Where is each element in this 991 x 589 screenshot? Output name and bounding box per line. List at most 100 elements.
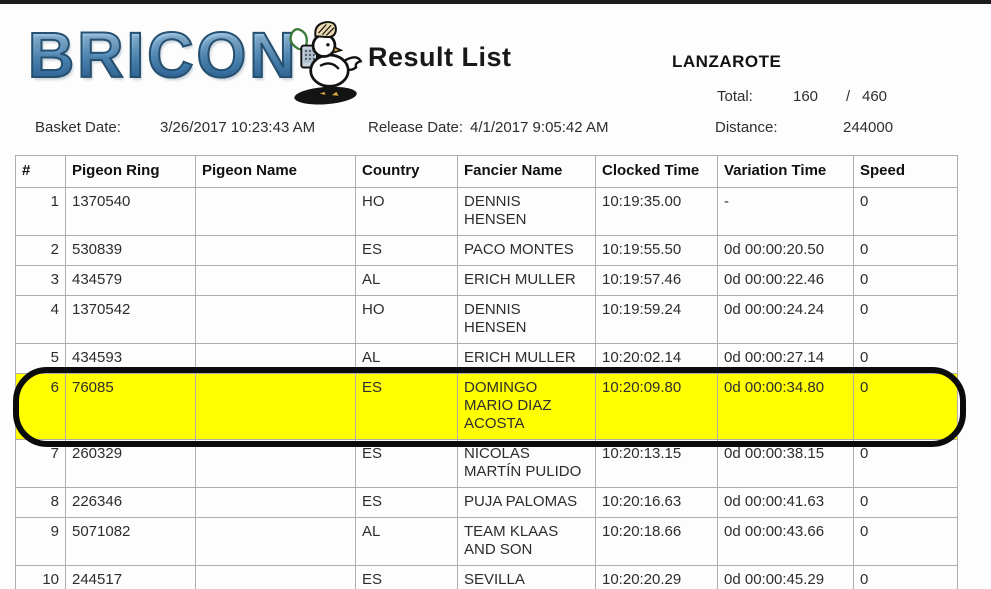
table-cell: 0d 00:00:22.46 xyxy=(717,265,854,296)
table-cell: 5 xyxy=(15,343,66,374)
table-row[interactable]: 6 76085 ES DOMINGO MARIO DIAZ ACOSTA 10:20:0… xyxy=(15,373,958,440)
table-row[interactable]: 9 5071082 AL TEAM KLAAS AND SON 10:20:18.66 0… xyxy=(15,517,958,566)
table-cell: 0 xyxy=(853,517,958,566)
table-row[interactable]: 8 226346 ES PUJA PALOMAS 10:20:16.63 0d 00:00… xyxy=(15,487,958,518)
table-cell: NICOLÁS MARTÍN PULIDO xyxy=(457,439,596,488)
column-header: Clocked Time xyxy=(595,155,718,188)
table-row[interactable]: 5 434593 AL ERICH MULLER 10:20:02.14 0d 00:00… xyxy=(15,343,958,374)
table-cell: ES xyxy=(355,373,458,440)
table-cell: 0d 00:00:20.50 xyxy=(717,235,854,266)
table-cell: ES xyxy=(355,235,458,266)
table-row[interactable]: 3 434579 AL ERICH MULLER 10:19:57.46 0d 00:00… xyxy=(15,265,958,296)
table-cell: 76085 xyxy=(65,373,196,440)
table-cell: 10:19:35.00 xyxy=(595,187,718,236)
bricon-pigeon-mascot-icon xyxy=(289,21,363,105)
basket-date-value: 3/26/2017 10:23:43 AM xyxy=(160,119,316,136)
table-cell: DENNIS HENSEN xyxy=(457,295,596,344)
table-cell: 3 xyxy=(15,265,66,296)
table-row[interactable]: 2 530839 ES PACO MONTES 10:19:55.50 0d 00:00:… xyxy=(15,235,958,266)
table-cell: AL xyxy=(355,517,458,566)
table-cell xyxy=(195,439,356,488)
table-cell: - xyxy=(717,187,854,236)
column-header: # xyxy=(15,155,66,188)
table-cell: ERICH MULLER xyxy=(457,265,596,296)
result-table: # Pigeon Ring Pigeon Name Country Fancier Na… xyxy=(15,155,958,589)
table-cell xyxy=(195,265,356,296)
total-current-value: 160 xyxy=(793,88,819,105)
table-cell: 0 xyxy=(853,343,958,374)
table-cell: 1 xyxy=(15,187,66,236)
column-header: Fancier Name xyxy=(457,155,596,188)
table-cell: 6 xyxy=(15,373,66,440)
result-table-body: 1 1370540 HO DENNIS HENSEN 10:19:35.00-0 2 530… xyxy=(15,187,958,589)
table-cell: 4 xyxy=(15,295,66,344)
table-cell: 0 xyxy=(853,187,958,236)
table-cell: 0d 00:00:27.14 xyxy=(717,343,854,374)
table-cell xyxy=(195,343,356,374)
table-cell: 0d 00:00:41.63 xyxy=(717,487,854,518)
table-cell: 434593 xyxy=(65,343,196,374)
table-cell: 0d 00:00:24.24 xyxy=(717,295,854,344)
column-header: Speed xyxy=(853,155,958,188)
total-overall-value: 460 xyxy=(862,88,888,105)
table-cell: ES xyxy=(355,439,458,488)
table-cell: 0d 00:00:34.80 xyxy=(717,373,854,440)
table-cell: 434579 xyxy=(65,265,196,296)
table-cell xyxy=(195,187,356,236)
table-cell: HO xyxy=(355,295,458,344)
table-cell: HO xyxy=(355,187,458,236)
table-row[interactable]: 7 260329 ES NICOLÁS MARTÍN PULIDO 10:20:13.1… xyxy=(15,439,958,488)
table-cell: PACO MONTES xyxy=(457,235,596,266)
distance-label: Distance: xyxy=(715,119,778,136)
table-cell: AL xyxy=(355,343,458,374)
table-cell: 10:20:09.80 xyxy=(595,373,718,440)
column-header: Country xyxy=(355,155,458,188)
table-cell: 5071082 xyxy=(65,517,196,566)
table-cell: DENNIS HENSEN xyxy=(457,187,596,236)
table-row[interactable]: 4 1370542 HO DENNIS HENSEN 10:19:59.24 0d 00:… xyxy=(15,295,958,344)
table-cell: 10 xyxy=(15,565,66,589)
table-cell: 9 xyxy=(15,517,66,566)
table-cell: 1370540 xyxy=(65,187,196,236)
window-top-border xyxy=(0,0,991,4)
table-cell: 0 xyxy=(853,235,958,266)
table-cell: 0d 00:00:43.66 xyxy=(717,517,854,566)
table-cell xyxy=(195,373,356,440)
table-cell: AL xyxy=(355,265,458,296)
table-cell: ES xyxy=(355,565,458,589)
table-cell: 7 xyxy=(15,439,66,488)
table-cell: ES xyxy=(355,487,458,518)
table-cell xyxy=(195,565,356,589)
table-cell: 530839 xyxy=(65,235,196,266)
table-cell: 0 xyxy=(853,439,958,488)
table-cell: 10:20:20.29 xyxy=(595,565,718,589)
table-cell: ERICH MULLER xyxy=(457,343,596,374)
column-header: Pigeon Name xyxy=(195,155,356,188)
table-cell xyxy=(195,517,356,566)
column-header: Variation Time xyxy=(717,155,854,188)
table-cell: 244517 xyxy=(65,565,196,589)
bricon-logo: BRICON xyxy=(27,18,299,92)
table-cell: 0 xyxy=(853,295,958,344)
table-cell: 10:20:02.14 xyxy=(595,343,718,374)
basket-date-label: Basket Date: xyxy=(35,119,121,136)
table-cell: 0d 00:00:38.15 xyxy=(717,439,854,488)
table-cell: 0 xyxy=(853,487,958,518)
table-row[interactable]: 1 1370540 HO DENNIS HENSEN 10:19:35.00-0 xyxy=(15,187,958,236)
table-cell: 10:19:55.50 xyxy=(595,235,718,266)
table-cell: 10:20:13.15 xyxy=(595,439,718,488)
table-header-row: # Pigeon Ring Pigeon Name Country Fancier Na… xyxy=(15,155,958,188)
table-cell: 0 xyxy=(853,265,958,296)
table-cell xyxy=(195,295,356,344)
table-cell: 226346 xyxy=(65,487,196,518)
total-separator: / xyxy=(846,88,851,105)
table-cell: 10:19:59.24 xyxy=(595,295,718,344)
release-date-value: 4/1/2017 9:05:42 AM xyxy=(470,119,609,136)
page-title: Result List xyxy=(368,42,512,72)
table-cell xyxy=(195,487,356,518)
table-cell: 1370542 xyxy=(65,295,196,344)
table-cell: SEVILLA PIGEON RACE xyxy=(457,565,596,589)
table-cell: 0 xyxy=(853,565,958,589)
table-cell: TEAM KLAAS AND SON xyxy=(457,517,596,566)
